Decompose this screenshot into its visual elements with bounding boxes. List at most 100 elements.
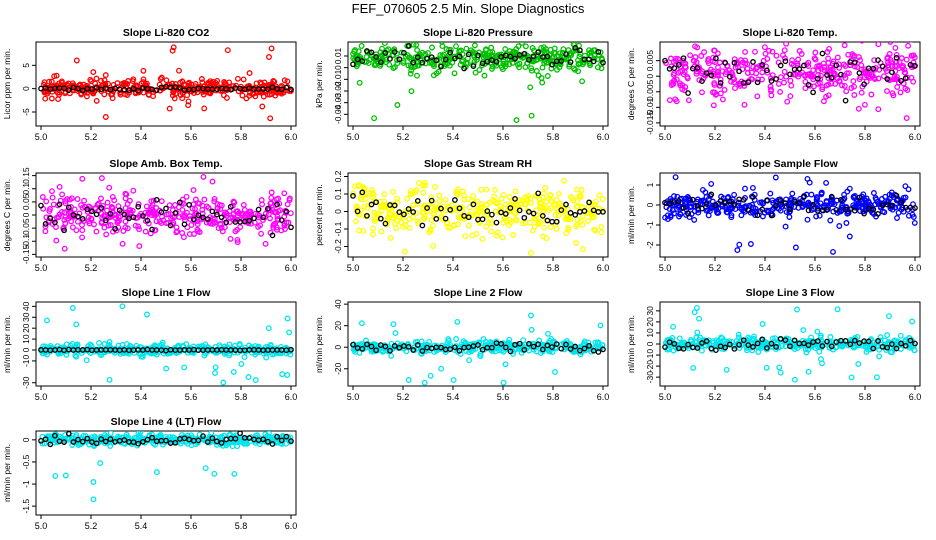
data-point-selected <box>269 441 276 447</box>
data-point <box>236 341 243 347</box>
data-point-selected <box>828 343 835 350</box>
data-point-selected <box>754 79 761 86</box>
data-point <box>542 184 549 191</box>
data-point <box>548 335 555 342</box>
data-point-selected <box>246 435 253 441</box>
data-point <box>536 196 543 203</box>
data-point-selected <box>893 192 900 199</box>
data-point-selected <box>699 340 705 346</box>
data-point <box>691 309 698 316</box>
data-point <box>497 203 504 210</box>
y-tick-label: -0.02 <box>333 81 343 101</box>
data-point <box>262 431 269 438</box>
data-point-selected <box>563 201 569 208</box>
data-point <box>413 42 420 48</box>
data-point-selected <box>214 438 220 445</box>
x-tick-label: 6.0 <box>597 132 610 142</box>
data-point-selected <box>447 346 454 352</box>
data-point-selected <box>158 209 165 215</box>
data-point <box>804 216 811 223</box>
data-point <box>47 206 53 212</box>
data-point-selected <box>577 347 583 354</box>
data-point <box>553 225 560 232</box>
data-point-selected <box>703 70 710 76</box>
data-point-selected <box>396 344 403 351</box>
data-point-selected <box>61 85 67 92</box>
data-point-selected <box>288 224 294 231</box>
data-point <box>873 374 880 381</box>
data-points <box>38 431 294 503</box>
data-point <box>814 328 821 335</box>
data-point <box>199 79 206 86</box>
data-point-selected <box>507 205 514 211</box>
x-tick-label: 5.6 <box>185 132 198 142</box>
data-point-selected <box>186 201 192 208</box>
data-point <box>877 334 884 341</box>
data-point-selected <box>246 217 253 224</box>
data-point-selected <box>204 216 211 222</box>
data-point <box>220 379 227 386</box>
data-point <box>106 376 113 383</box>
data-point-selected <box>884 76 891 82</box>
data-point-selected <box>662 57 668 64</box>
data-point <box>693 339 700 346</box>
data-point <box>841 42 848 49</box>
data-point <box>788 82 795 89</box>
data-point <box>717 76 724 83</box>
data-point-selected <box>465 51 472 58</box>
data-point <box>447 224 454 231</box>
data-point <box>234 75 241 82</box>
data-point-selected <box>359 189 366 196</box>
data-point <box>777 207 784 214</box>
data-point <box>858 89 865 96</box>
data-point <box>457 350 464 357</box>
data-point <box>234 226 241 233</box>
panel-title: Slope Li-820 Temp. <box>743 27 838 39</box>
data-point <box>275 208 282 215</box>
data-point-selected <box>410 347 417 353</box>
data-point <box>268 194 275 201</box>
data-point-selected <box>255 206 262 213</box>
data-point-selected <box>447 206 454 213</box>
data-point <box>879 35 884 40</box>
data-point-selected <box>553 218 560 225</box>
data-point <box>705 60 712 67</box>
data-point-selected <box>382 50 389 56</box>
data-point <box>538 44 545 51</box>
data-point <box>90 479 97 485</box>
data-point <box>781 55 788 62</box>
data-point-selected <box>274 433 280 440</box>
data-point-selected <box>521 214 528 221</box>
data-point <box>768 86 774 93</box>
data-point <box>53 237 60 244</box>
data-point-selected <box>283 84 290 91</box>
data-point-selected <box>456 205 463 212</box>
data-point-selected <box>391 343 398 349</box>
data-point <box>56 91 63 98</box>
data-point <box>710 102 717 109</box>
data-point <box>834 306 841 313</box>
data-point <box>910 52 917 59</box>
data-point-selected <box>870 206 877 213</box>
data-point <box>107 431 114 437</box>
data-point <box>192 196 199 203</box>
data-point-selected <box>851 337 858 344</box>
data-point <box>103 231 110 238</box>
x-tick-label: 6.0 <box>597 392 610 402</box>
data-point <box>872 201 879 208</box>
data-point-selected <box>600 346 606 353</box>
data-point <box>767 190 774 197</box>
data-point <box>79 227 86 234</box>
data-point <box>684 73 691 80</box>
data-point <box>686 204 693 211</box>
data-point <box>422 182 429 189</box>
data-point <box>203 219 210 226</box>
data-point <box>231 470 238 477</box>
data-point <box>783 42 790 47</box>
data-point <box>541 224 548 231</box>
data-point <box>512 188 519 195</box>
data-point-selected <box>819 50 826 57</box>
y-tick-label: 0 <box>333 65 343 70</box>
data-point <box>157 432 164 438</box>
data-point-selected <box>801 62 807 69</box>
